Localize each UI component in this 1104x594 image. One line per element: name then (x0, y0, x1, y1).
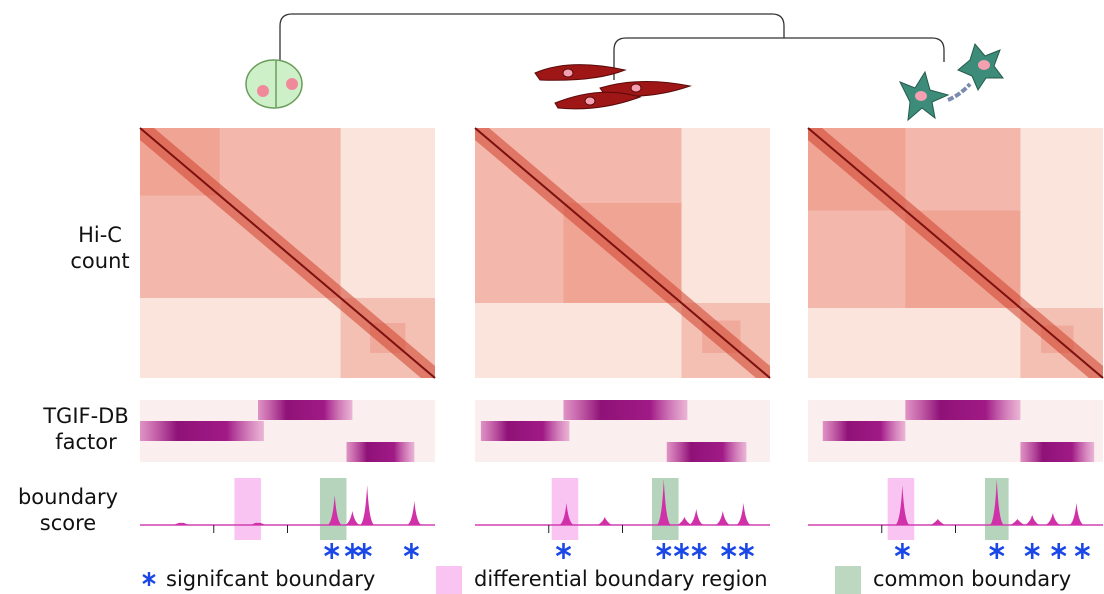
asterisk-icon (675, 543, 689, 559)
stem-cell-icon (246, 60, 302, 108)
factor-segment (481, 421, 570, 441)
fibroblast-icon (535, 65, 690, 109)
boundary-score (475, 478, 770, 559)
score-peak (1046, 513, 1060, 525)
panel (808, 128, 1103, 559)
boundary-score (140, 478, 435, 559)
asterisk-icon (1025, 543, 1039, 559)
row-label: Hi-C (78, 223, 122, 247)
asterisk-icon (345, 543, 359, 559)
score-peak (360, 485, 374, 525)
legend-label: signifcant boundary (166, 567, 375, 591)
asterisk-icon (1075, 543, 1089, 559)
factor-track (808, 400, 1103, 462)
legend-label: differential boundary region (474, 567, 768, 591)
legend-label: common boundary (873, 567, 1071, 591)
hic-heatmap (140, 128, 435, 378)
factor-segment (140, 421, 264, 441)
legend: signifcant boundary differential boundar… (143, 566, 1071, 594)
score-peak (1069, 503, 1083, 525)
row-label: count (70, 249, 129, 273)
row-label: boundary (18, 485, 118, 509)
hic-heatmap (475, 128, 770, 378)
factor-segment (905, 400, 1020, 420)
common-region (320, 478, 347, 540)
row-label: TGIF-DB (42, 404, 129, 428)
asterisk-icon (990, 543, 1004, 559)
boundary-score (808, 478, 1103, 559)
legend-swatch (835, 566, 861, 594)
panel (140, 128, 435, 559)
asterisk-icon (657, 543, 671, 559)
asterisk-icon (557, 543, 571, 559)
score-peak (407, 501, 421, 525)
score-peak (677, 517, 691, 525)
differential-region (234, 478, 261, 540)
score-peak (931, 519, 945, 525)
figure: Hi-C count TGIF-DB factor boundary score… (0, 0, 1104, 594)
hic-heatmap (808, 128, 1103, 378)
factor-segment (258, 400, 352, 420)
factor-segment (1020, 442, 1094, 462)
tree-connector (614, 38, 944, 80)
row-label: factor (55, 430, 117, 454)
factor-segment (564, 400, 688, 420)
asterisk-icon (143, 572, 155, 586)
asterisk-icon (325, 543, 339, 559)
score-peak (345, 511, 359, 525)
score-peak (1025, 515, 1039, 525)
differential-region (552, 478, 579, 540)
factor-track (475, 400, 770, 462)
score-peak (598, 517, 612, 525)
legend-swatch (436, 566, 462, 594)
asterisk-icon (739, 543, 753, 559)
neuron-icon (900, 44, 1003, 120)
factor-segment (667, 442, 747, 462)
asterisk-icon (1052, 543, 1066, 559)
score-peak (1010, 519, 1024, 525)
asterisk-icon (357, 543, 371, 559)
asterisk-icon (722, 543, 736, 559)
panels (140, 128, 1103, 559)
score-peak (174, 523, 188, 525)
asterisk-icon (692, 543, 706, 559)
factor-segment (347, 442, 415, 462)
factor-segment (823, 421, 906, 441)
score-peak (736, 503, 750, 525)
factor-track (140, 400, 435, 462)
score-peak (716, 511, 730, 525)
tree-connector (280, 14, 784, 68)
row-label: score (40, 511, 96, 535)
asterisk-icon (895, 543, 909, 559)
score-peak (689, 509, 703, 525)
panel (475, 128, 770, 559)
asterisk-icon (404, 543, 418, 559)
